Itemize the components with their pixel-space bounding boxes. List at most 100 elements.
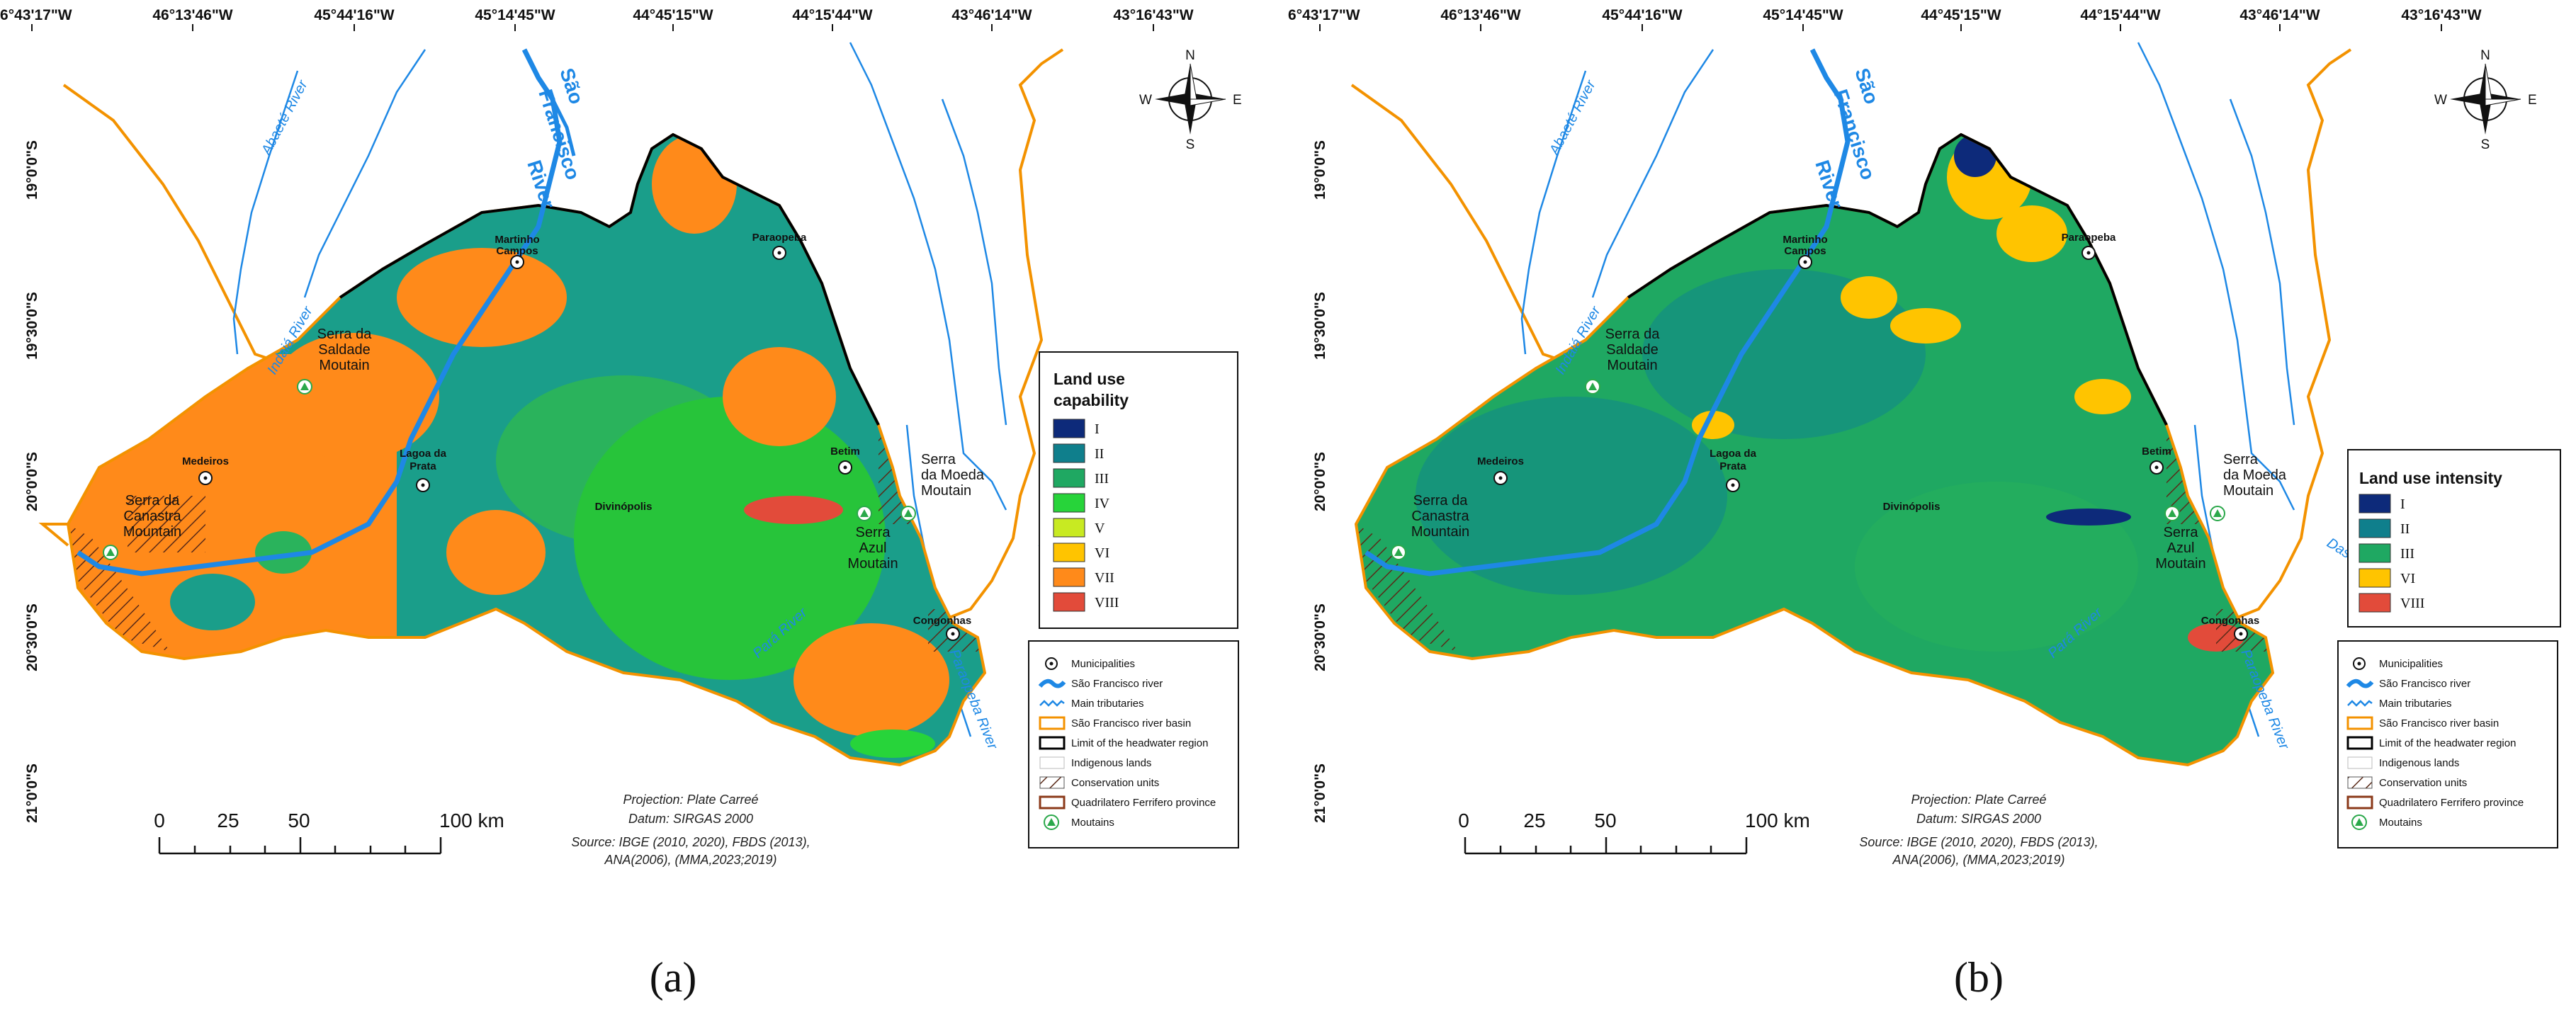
- legend-symbol-label: Quadrilatero Ferrifero province: [2379, 797, 2524, 809]
- lon-label: 43°16'43"W: [1113, 7, 1193, 23]
- legend-symbol-label: São Francisco river: [2379, 678, 2470, 690]
- legend-swatch: [2358, 494, 2391, 513]
- lat-label: 19°0'0"S: [1312, 140, 1328, 200]
- legend-class-label: V: [1095, 521, 1105, 536]
- datum-text: Datum: SIRGAS 2000: [1916, 812, 2041, 826]
- place-label: Prata: [1719, 460, 1746, 472]
- north-arrow: N S E W: [1139, 48, 1242, 152]
- place-label: Medeiros: [182, 455, 229, 467]
- place-label: Martinho: [1783, 234, 1827, 246]
- lon-label: 46°13'46"W: [152, 7, 232, 23]
- place-label: Paraopeba: [2062, 232, 2116, 244]
- place-label: Mountain: [123, 524, 181, 540]
- tributary-icon: [1039, 700, 1065, 707]
- sao-francisco-river: [77, 48, 563, 577]
- lon-label: 43°46'14"W: [951, 7, 1032, 23]
- place-label: Lagoa da: [400, 448, 447, 460]
- place-label: Moutain: [847, 556, 898, 572]
- legend-swatch: [1053, 419, 1085, 438]
- source-text: Source: IBGE (2010, 2020), FBDS (2013),: [571, 835, 810, 849]
- legend-swatch: [1053, 518, 1085, 538]
- hatch-icon: [1039, 776, 1065, 789]
- map-panel-b: 46°43'17"W 46°13'46"W 45°44'16"W 45°14'4…: [1279, 0, 2576, 1018]
- basin-outline-icon: [2346, 716, 2373, 730]
- basin-outline-icon: [1039, 716, 1066, 730]
- legend-class-label: I: [2400, 496, 2405, 512]
- place-label: Campos: [1784, 245, 1826, 257]
- tributary-icon: [2347, 700, 2373, 707]
- sao-francisco-river: [1365, 48, 1851, 577]
- place-label: Serra: [2223, 452, 2259, 467]
- legend-symbol-label: Municipalities: [2379, 658, 2443, 670]
- lon-label: 45°14'45"W: [475, 7, 555, 23]
- legend-class-label: III: [1095, 471, 1109, 487]
- legend-class-label: II: [2400, 521, 2410, 537]
- scale-label: 0: [1458, 810, 1469, 831]
- hatch-icon: [2347, 776, 2373, 789]
- symbols-legend: Municipalities São Francisco river Main tr…: [1028, 640, 1239, 848]
- legend-swatch: [2358, 593, 2391, 613]
- lat-label: 19°30'0"S: [1312, 292, 1328, 360]
- legend-class-label: III: [2400, 546, 2414, 562]
- south-label: S: [1186, 137, 1195, 152]
- map-info: Projection: Plate Carreé Datum: SIRGAS 2…: [1859, 793, 2098, 867]
- legend-class-label: VII: [1095, 570, 1114, 586]
- legend-symbol-label: Indigenous lands: [1071, 757, 1151, 769]
- legend-symbol-label: Conservation units: [1071, 777, 1159, 789]
- legend-symbol-label: Moutains: [1071, 817, 1114, 829]
- source-text: ANA(2006), (MMA,2023;2019): [604, 853, 776, 867]
- basin-outline: [1350, 48, 2352, 625]
- legend-title: Land use: [1053, 370, 1125, 388]
- longitude-labels: 46°43'17"W 46°13'46"W 45°44'16"W 45°14'4…: [0, 7, 1194, 31]
- place-label: Serra da: [125, 493, 181, 509]
- place-label: Martinho: [495, 234, 539, 246]
- river-label: Abaeté River: [1547, 77, 1600, 158]
- map-info: Projection: Plate Carreé Datum: SIRGAS 2…: [571, 793, 810, 867]
- headwater-limit: [339, 132, 880, 426]
- place-label: Moutain: [2155, 556, 2205, 572]
- legend-swatch: [2358, 568, 2391, 588]
- lat-label: 19°30'0"S: [24, 292, 40, 360]
- legend-swatch: [1053, 468, 1085, 488]
- scale-label: 100 km: [1745, 810, 1810, 831]
- place-label: Medeiros: [1477, 455, 1524, 467]
- longitude-labels: 46°43'17"W 46°13'46"W 45°44'16"W 45°14'4…: [1279, 7, 2482, 31]
- place-label: Serra da: [317, 327, 373, 342]
- projection-text: Projection: Plate Carreé: [623, 793, 758, 807]
- place-label: Divinópolis: [595, 501, 653, 513]
- main-river-icon: [2346, 679, 2374, 688]
- east-label: E: [2528, 93, 2537, 108]
- place-label: Serra da: [1605, 327, 1661, 342]
- legend-symbol-label: Main tributaries: [2379, 698, 2452, 710]
- caption-a: (a): [650, 954, 697, 1001]
- lon-label: 45°14'45"W: [1763, 7, 1843, 23]
- place-label: Saldade: [318, 342, 370, 358]
- west-label: W: [1139, 93, 1152, 108]
- lon-label: 44°45'15"W: [1921, 7, 2001, 23]
- place-label: Campos: [496, 245, 538, 257]
- legend-symbol-label: São Francisco river basin: [2379, 717, 2499, 729]
- place-label: Azul: [859, 540, 887, 556]
- place-label: da Moeda: [2223, 467, 2287, 483]
- legend-swatch: [1053, 543, 1085, 562]
- legend-swatch: [1053, 592, 1085, 612]
- indigenous-icon: [2347, 756, 2373, 769]
- latitude-labels: 19°0'0"S 19°30'0"S 20°0'0"S 20°30'0"S 21…: [24, 140, 40, 823]
- map-b-svg: 46°43'17"W 46°13'46"W 45°44'16"W 45°14'4…: [1279, 7, 2561, 1001]
- place-label: Betim: [2142, 445, 2171, 458]
- scale-label: 0: [154, 810, 165, 831]
- legend-symbol-label: Quadrilatero Ferrifero province: [1071, 797, 1216, 809]
- lon-label: 45°44'16"W: [314, 7, 394, 23]
- place-label: da Moeda: [921, 467, 985, 483]
- legend-swatch: [1053, 493, 1085, 513]
- legend-symbol-label: São Francisco river basin: [1071, 717, 1191, 729]
- indigenous-icon: [1039, 756, 1065, 769]
- place-label: Serra: [921, 452, 956, 467]
- north-arrow: N S E W: [2434, 48, 2537, 152]
- east-label: E: [1233, 93, 1242, 108]
- lat-label: 20°30'0"S: [1312, 603, 1328, 671]
- legend-class-label: VIII: [1095, 595, 1119, 611]
- legend-title: capability: [1053, 391, 1129, 409]
- lon-label: 44°45'15"W: [633, 7, 713, 23]
